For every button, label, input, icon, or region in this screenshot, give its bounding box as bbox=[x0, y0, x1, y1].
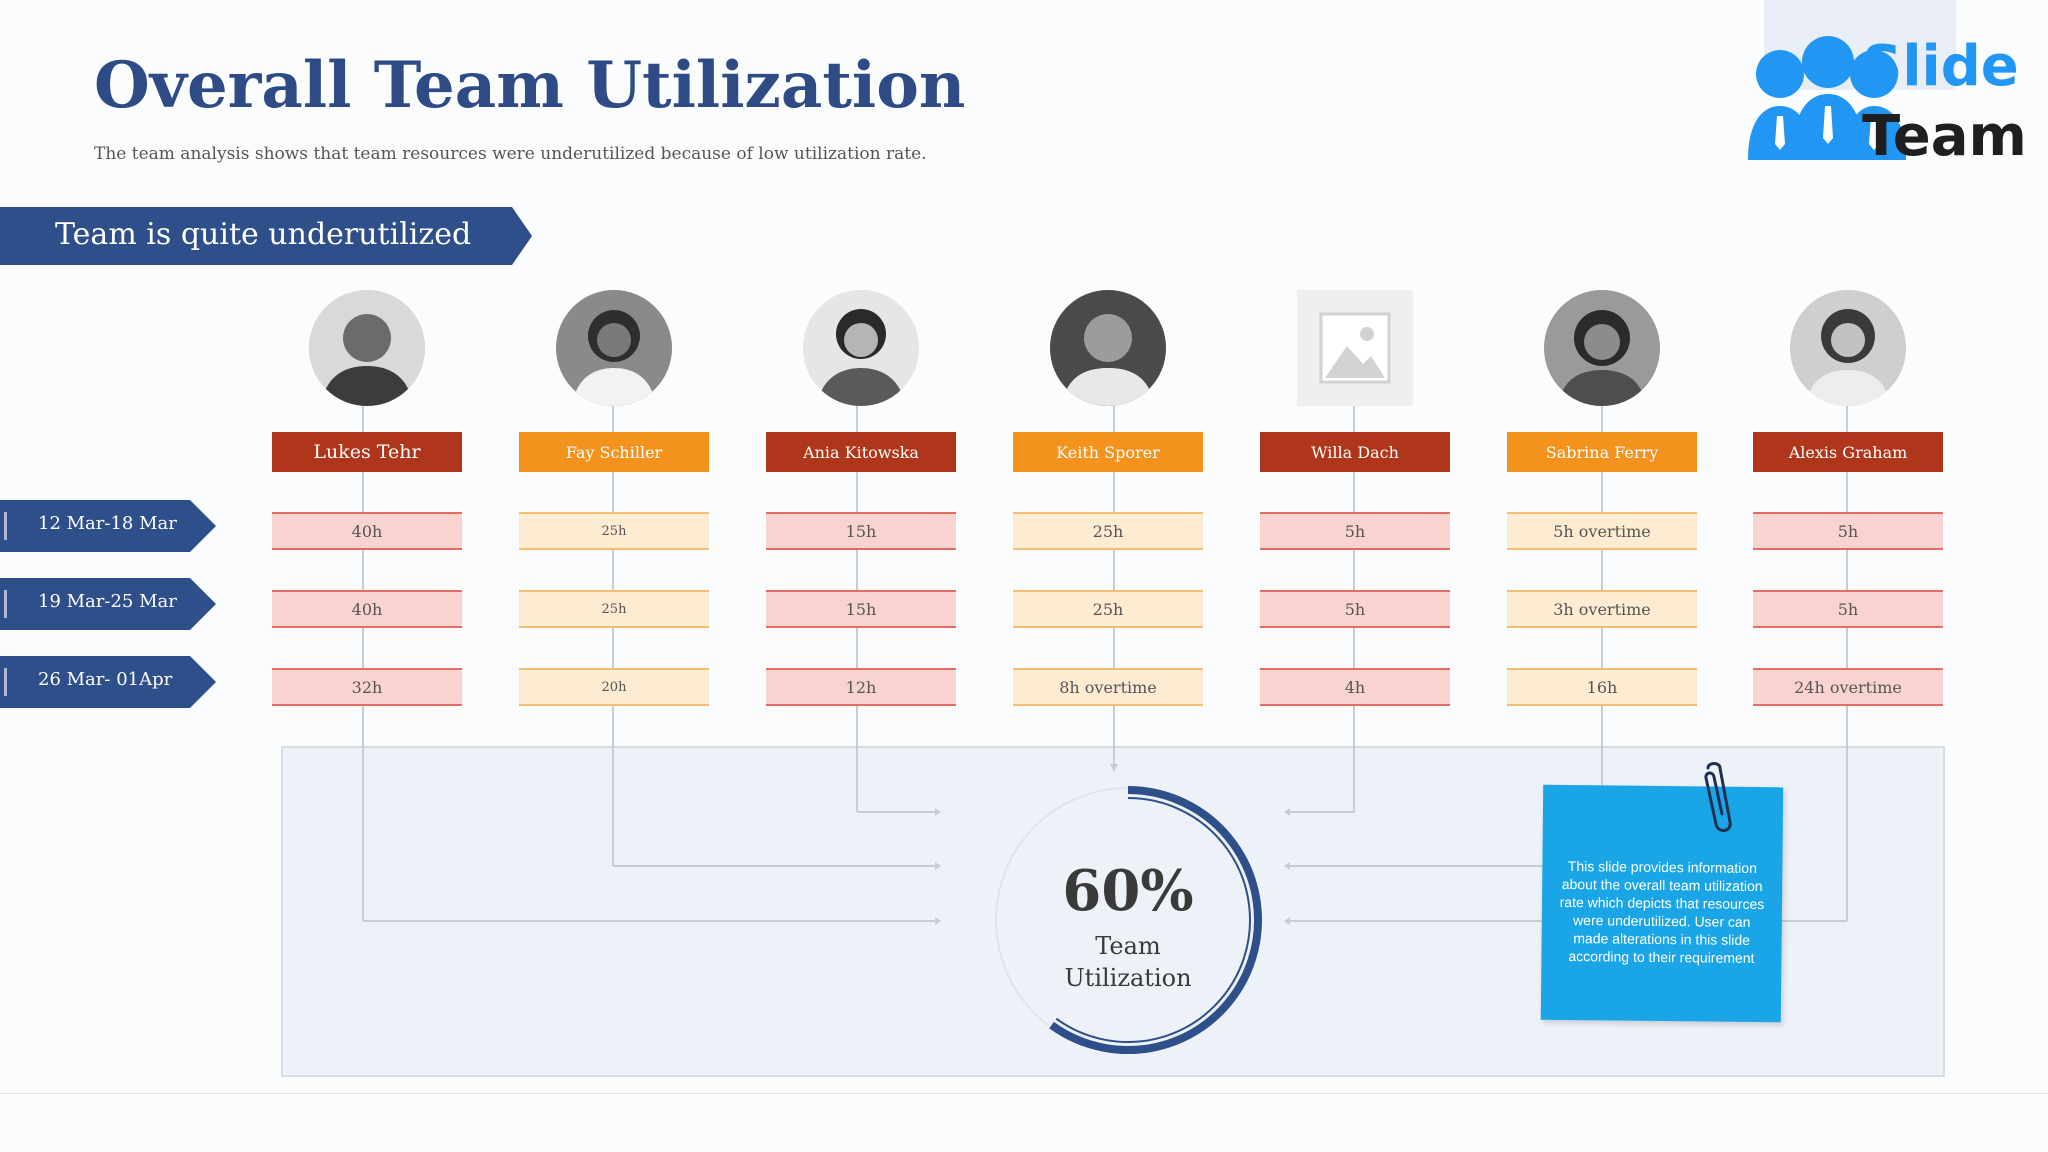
period-label: 12 Mar-18 Mar bbox=[38, 513, 177, 534]
person-icon bbox=[556, 290, 672, 406]
person-icon bbox=[1050, 290, 1166, 406]
hours-cell: 3h overtime bbox=[1507, 590, 1697, 628]
banner-text: Team is quite underutilized bbox=[55, 217, 472, 252]
member-name: Lukes Tehr bbox=[272, 432, 462, 472]
hours-cell: 25h bbox=[1013, 512, 1203, 550]
member-photo bbox=[1050, 290, 1166, 406]
utilization-label-line2: Utilization bbox=[1064, 964, 1192, 992]
hours-cell: 12h bbox=[766, 668, 956, 706]
member-name: Keith Sporer bbox=[1013, 432, 1203, 472]
sticky-note: This slide provides information about th… bbox=[1540, 784, 1784, 1023]
gauge-fill-arc bbox=[1049, 786, 1262, 1054]
hours-cell: 25h bbox=[519, 590, 709, 628]
hours-cell: 5h bbox=[1260, 512, 1450, 550]
hours-cell: 25h bbox=[519, 512, 709, 550]
period-arrow: 12 Mar-18 Mar bbox=[0, 500, 216, 552]
period-arrow: 26 Mar- 01Apr bbox=[0, 656, 216, 708]
slideteam-logo: Slide Team bbox=[1740, 0, 2027, 190]
utilization-label: Team Utilization bbox=[1028, 930, 1228, 994]
member-name: Willa Dach bbox=[1260, 432, 1450, 472]
member-name: Sabrina Ferry bbox=[1507, 432, 1697, 472]
utilization-gauge bbox=[995, 786, 1262, 1054]
image-placeholder-icon bbox=[1297, 290, 1413, 406]
paperclip-icon bbox=[1704, 762, 1732, 832]
hours-cell: 16h bbox=[1507, 668, 1697, 706]
person-icon bbox=[803, 290, 919, 406]
logo-word-slide: Slide bbox=[1862, 34, 2019, 99]
photo-placeholder bbox=[1297, 290, 1413, 406]
utilization-value: 60% bbox=[1062, 858, 1194, 924]
member-name: Alexis Graham bbox=[1753, 432, 1943, 472]
member-photo bbox=[1790, 290, 1906, 406]
hours-cell: 25h bbox=[1013, 590, 1203, 628]
hours-cell: 15h bbox=[766, 512, 956, 550]
period-label: 19 Mar-25 Mar bbox=[38, 591, 177, 612]
hours-cell: 15h bbox=[766, 590, 956, 628]
period-label: 26 Mar- 01Apr bbox=[38, 669, 173, 690]
hours-cell: 5h overtime bbox=[1507, 512, 1697, 550]
hours-cell: 5h bbox=[1260, 590, 1450, 628]
note-text: This slide provides information about th… bbox=[1559, 858, 1765, 966]
footer-divider bbox=[0, 1093, 2048, 1094]
hours-cell: 20h bbox=[519, 668, 709, 706]
member-photo bbox=[1544, 290, 1660, 406]
person-icon bbox=[1544, 290, 1660, 406]
page-title: Overall Team Utilization bbox=[94, 48, 966, 123]
utilization-label-line1: Team bbox=[1095, 932, 1161, 960]
page-subtitle: The team analysis shows that team resour… bbox=[94, 144, 927, 164]
gauge-fill-inner-line bbox=[1055, 797, 1251, 1043]
headline-banner: Team is quite underutilized bbox=[0, 207, 532, 265]
hours-cell: 4h bbox=[1260, 668, 1450, 706]
member-photo bbox=[309, 290, 425, 406]
hours-cell: 40h bbox=[272, 512, 462, 550]
hours-cell: 40h bbox=[272, 590, 462, 628]
hours-cell: 5h bbox=[1753, 512, 1943, 550]
team-people-icon bbox=[1748, 36, 1906, 160]
member-photo bbox=[556, 290, 672, 406]
member-name: Fay Schiller bbox=[519, 432, 709, 472]
hours-cell: 5h bbox=[1753, 590, 1943, 628]
person-icon bbox=[1790, 290, 1906, 406]
logo-word-team: Team bbox=[1862, 104, 2027, 169]
member-name: Ania Kitowska bbox=[766, 432, 956, 472]
hours-cell: 8h overtime bbox=[1013, 668, 1203, 706]
period-arrow: 19 Mar-25 Mar bbox=[0, 578, 216, 630]
member-photo bbox=[803, 290, 919, 406]
hours-cell: 32h bbox=[272, 668, 462, 706]
person-icon bbox=[309, 290, 425, 406]
hours-cell: 24h overtime bbox=[1753, 668, 1943, 706]
